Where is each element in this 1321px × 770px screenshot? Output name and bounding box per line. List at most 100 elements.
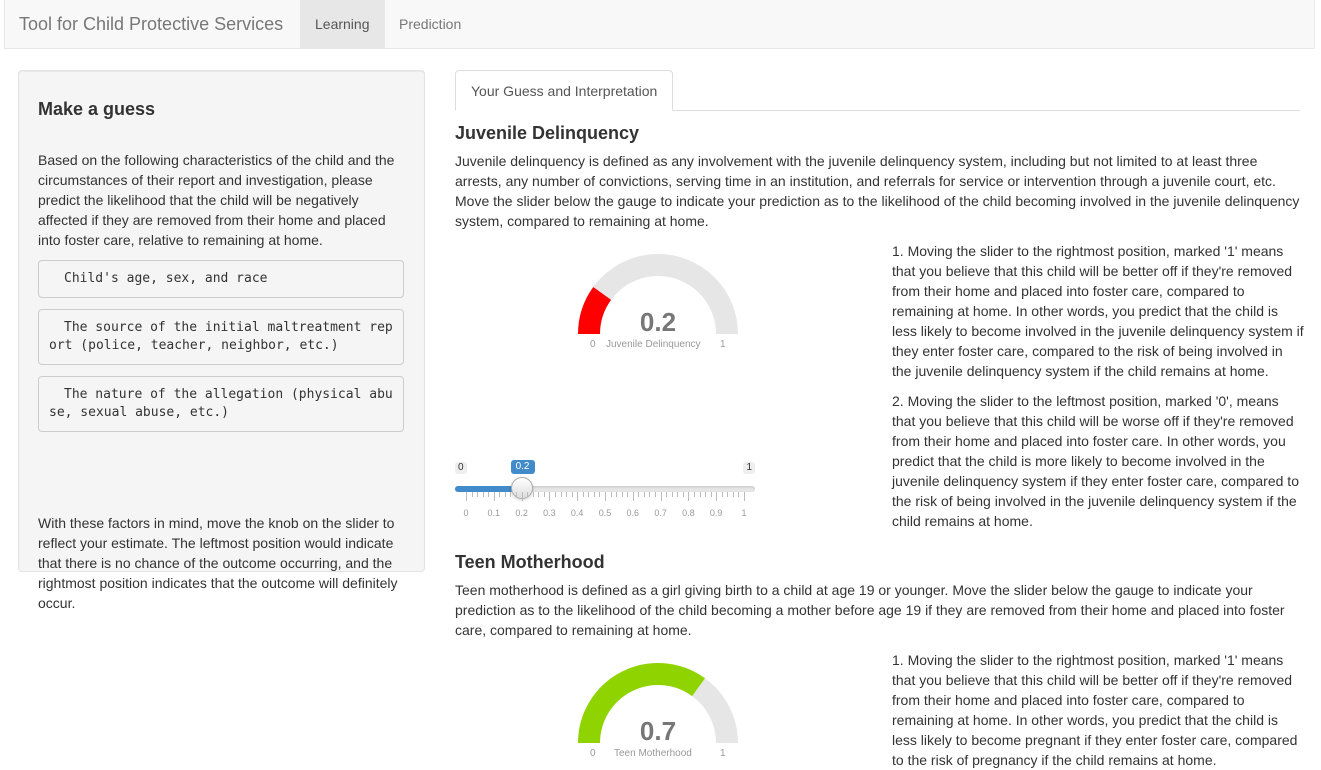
nav-tab-prediction[interactable]: Prediction: [399, 16, 462, 32]
slider-tick: [532, 492, 534, 497]
slider-tick: [699, 492, 701, 497]
slider-tick: [588, 492, 590, 497]
slider-tick: [671, 492, 673, 497]
gauge-max-label: 1: [720, 748, 726, 759]
slider-tick: [693, 492, 695, 497]
slider-tick: [554, 492, 556, 497]
slider-tick: [560, 492, 562, 497]
slider-tick: [627, 492, 629, 497]
slider-tick-label: 0.4: [570, 508, 584, 518]
slider-tick-label: 0.7: [654, 508, 667, 518]
slider-tick: [655, 492, 657, 497]
slider-tick: [527, 492, 529, 497]
slider-tick: [710, 492, 712, 497]
slider-tick: [721, 492, 723, 497]
slider-tick: [599, 492, 601, 497]
slider-tick-label: 0: [463, 508, 469, 518]
sidebar-panel: Make a guess Based on the following char…: [18, 70, 425, 611]
slider-tick: [577, 492, 579, 501]
slider-tick: [504, 492, 506, 497]
slider-tick: [727, 492, 729, 497]
slider-tick: [744, 492, 745, 501]
gauge-value: 0.2: [639, 307, 677, 337]
slider-max-label: 1: [743, 462, 755, 474]
slider-tick: [732, 492, 734, 497]
slider-tick: [677, 492, 679, 497]
slider-tick: [643, 492, 645, 497]
slider-tick: [593, 492, 595, 497]
slider-tick: [649, 492, 651, 497]
slider-tick-label: 0.1: [487, 508, 501, 518]
slider-tick: [571, 492, 573, 497]
slider-tick: [566, 492, 568, 497]
section-description: Juvenile delinquency is defined as any i…: [455, 153, 1300, 229]
slider-tick: [605, 492, 606, 501]
slider-tick: [621, 492, 623, 497]
section-title-juvenile-delinquency: Juvenile Delinquency: [455, 123, 640, 143]
slider-tick: [543, 492, 545, 497]
slider-tick: [582, 492, 584, 497]
slider-tick: [477, 492, 479, 497]
slider-tick: [466, 492, 467, 501]
gauge-value: 0.7: [639, 716, 677, 746]
section-title-teen-motherhood: Teen Motherhood: [455, 552, 605, 572]
slider-tick: [510, 492, 512, 497]
gauge-label: Juvenile Delinquency: [606, 339, 701, 350]
gauge-teen-motherhood: 0.7 0 Teen Motherhood 1: [566, 659, 750, 762]
gauge-min-label: 0: [590, 748, 596, 759]
slider-tick: [616, 492, 618, 497]
factor-box: Child's age, sex, and race: [38, 260, 404, 298]
slider-tick-label: 0.2: [515, 508, 528, 518]
slider-tick-label: 0.5: [598, 508, 612, 518]
slider-value-label: 0.2: [510, 460, 535, 474]
slider-tick: [716, 492, 718, 501]
gauge-label: Teen Motherhood: [614, 748, 692, 759]
gauge-arc: [578, 663, 738, 744]
prediction-slider[interactable]: 0 1 0.2 0 0.1 0.2 0.3 0.4 0.5 0.6 0.7 0.8 0.9 1: [455, 458, 755, 522]
slider-tick-label: 0.6: [626, 508, 640, 518]
slider-tick: [488, 492, 490, 497]
slider-tick-label: 0.3: [543, 508, 556, 518]
interpretation-point-2: 2. Moving the slider to the leftmost pos…: [892, 393, 1299, 529]
slider-min-label: 0: [455, 462, 467, 474]
gauge-max-label: 1: [720, 339, 726, 350]
section-description: Teen motherhood is defined as a girl giv…: [455, 582, 1285, 638]
sidebar-intro: Based on the following characteristics o…: [38, 152, 395, 248]
slider-tick-label: 1: [741, 508, 747, 518]
slider-tick: [638, 492, 640, 497]
slider-tick-label: 0.8: [682, 508, 695, 518]
slider-tick: [632, 492, 634, 501]
gauge-value-arc: [578, 286, 612, 335]
slider-tick: [538, 492, 540, 497]
sidebar-title: Make a guess: [38, 99, 156, 119]
slider-tick: [682, 492, 684, 497]
slider-tick: [516, 492, 518, 497]
slider-tick: [738, 492, 740, 497]
slider-grid: 0 0.1 0.2 0.3 0.4 0.5 0.6 0.7 0.8 0.9 1: [455, 492, 755, 522]
nav-tab-learning[interactable]: Learning: [300, 0, 385, 49]
gauge-arc: [578, 254, 738, 335]
slider-tick: [610, 492, 612, 497]
slider-track[interactable]: [455, 486, 755, 492]
slider-tick: [482, 492, 484, 497]
interpretation-point-1: 1. Moving the slider to the rightmost po…: [892, 243, 1304, 379]
gauge-juvenile-delinquency: 0.2 0 Juvenile Delinquency 1: [566, 250, 750, 360]
tab-guess-interpretation[interactable]: Your Guess and Interpretation: [455, 70, 674, 111]
slider-tick: [666, 492, 668, 497]
slider-tick: [688, 492, 690, 501]
navbar: Tool for Child Protective Services Learn…: [4, 0, 1315, 49]
factor-box: The nature of the allegation (physical a…: [38, 376, 404, 432]
slider-tick: [499, 492, 501, 497]
brand-title[interactable]: Tool for Child Protective Services: [19, 14, 284, 34]
slider-tick-label: 0.9: [709, 508, 723, 518]
slider-tick: [493, 492, 495, 501]
slider-tick: [471, 492, 473, 497]
slider-tick: [521, 492, 523, 501]
gauge-min-label: 0: [590, 339, 596, 350]
interpretation-point-1: 1. Moving the slider to the rightmost po…: [892, 652, 1298, 768]
gauge-value-arc: [578, 663, 706, 744]
sidebar-outro: With these factors in mind, move the kno…: [38, 515, 398, 611]
main-tabs: Your Guess and Interpretation: [455, 70, 1300, 111]
slider-tick: [660, 492, 662, 501]
factor-box: The source of the initial maltreatment r…: [38, 309, 404, 365]
